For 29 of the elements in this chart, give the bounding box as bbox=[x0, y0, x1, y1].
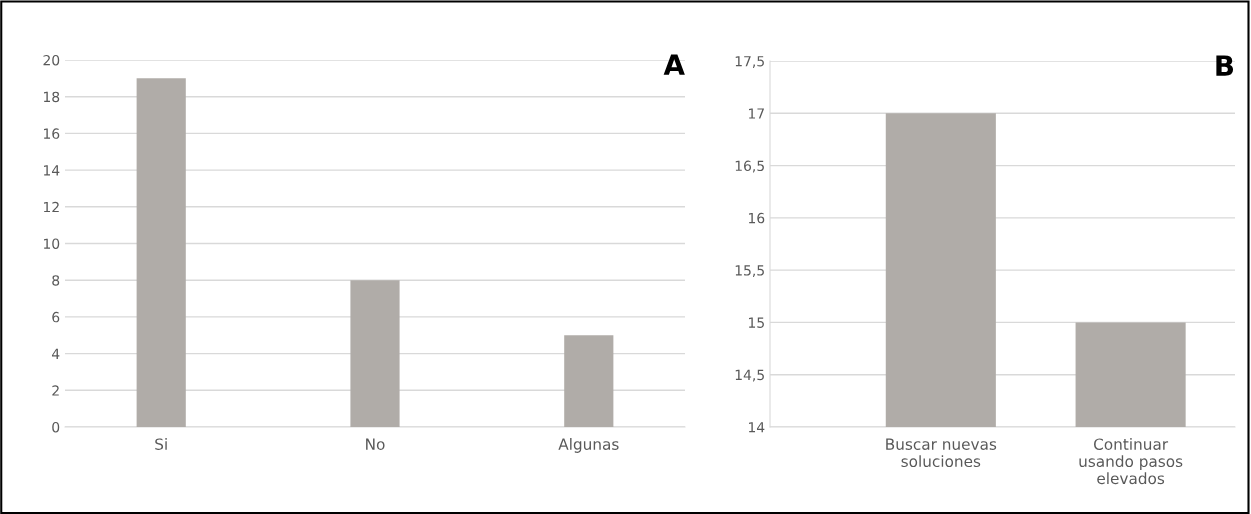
bar bbox=[136, 78, 186, 427]
chart-title: A bbox=[663, 54, 685, 75]
y-tick-label: 4 bbox=[51, 348, 60, 359]
y-tick-label: 16 bbox=[43, 128, 60, 139]
y-tick-label: 6 bbox=[52, 311, 60, 323]
bar bbox=[564, 335, 614, 427]
y-tick-label: 14,5 bbox=[735, 369, 764, 382]
y-tick-label: 16 bbox=[748, 212, 765, 224]
x-tick-label: Buscar nuevas soluciones bbox=[886, 438, 997, 468]
y-tick-label: 18 bbox=[43, 91, 60, 103]
chart-title: B bbox=[1216, 55, 1234, 76]
x-tick-label: Continuar usando pasos elevados bbox=[1079, 438, 1183, 485]
y-tick-label: 16,5 bbox=[735, 160, 764, 173]
y-tick-label: 17 bbox=[748, 108, 764, 119]
x-tick-label: Algunas bbox=[558, 438, 619, 453]
y-tick-label: 12 bbox=[43, 201, 59, 213]
bar bbox=[350, 280, 400, 427]
y-tick-label: 20 bbox=[43, 54, 60, 66]
y-tick-label: 10 bbox=[43, 238, 60, 249]
y-tick-label: 14 bbox=[43, 165, 60, 176]
y-tick-label: 14 bbox=[748, 422, 765, 433]
y-tick-label: 15 bbox=[748, 317, 764, 328]
y-tick-label: 2 bbox=[52, 385, 59, 396]
y-tick-label: 8 bbox=[52, 275, 60, 286]
y-tick-label: 17,5 bbox=[735, 56, 764, 68]
x-tick-label: No bbox=[366, 438, 385, 450]
x-tick-label: Si bbox=[155, 438, 167, 450]
y-tick-label: 0 bbox=[52, 421, 60, 433]
y-tick-label: 15,5 bbox=[735, 265, 764, 278]
